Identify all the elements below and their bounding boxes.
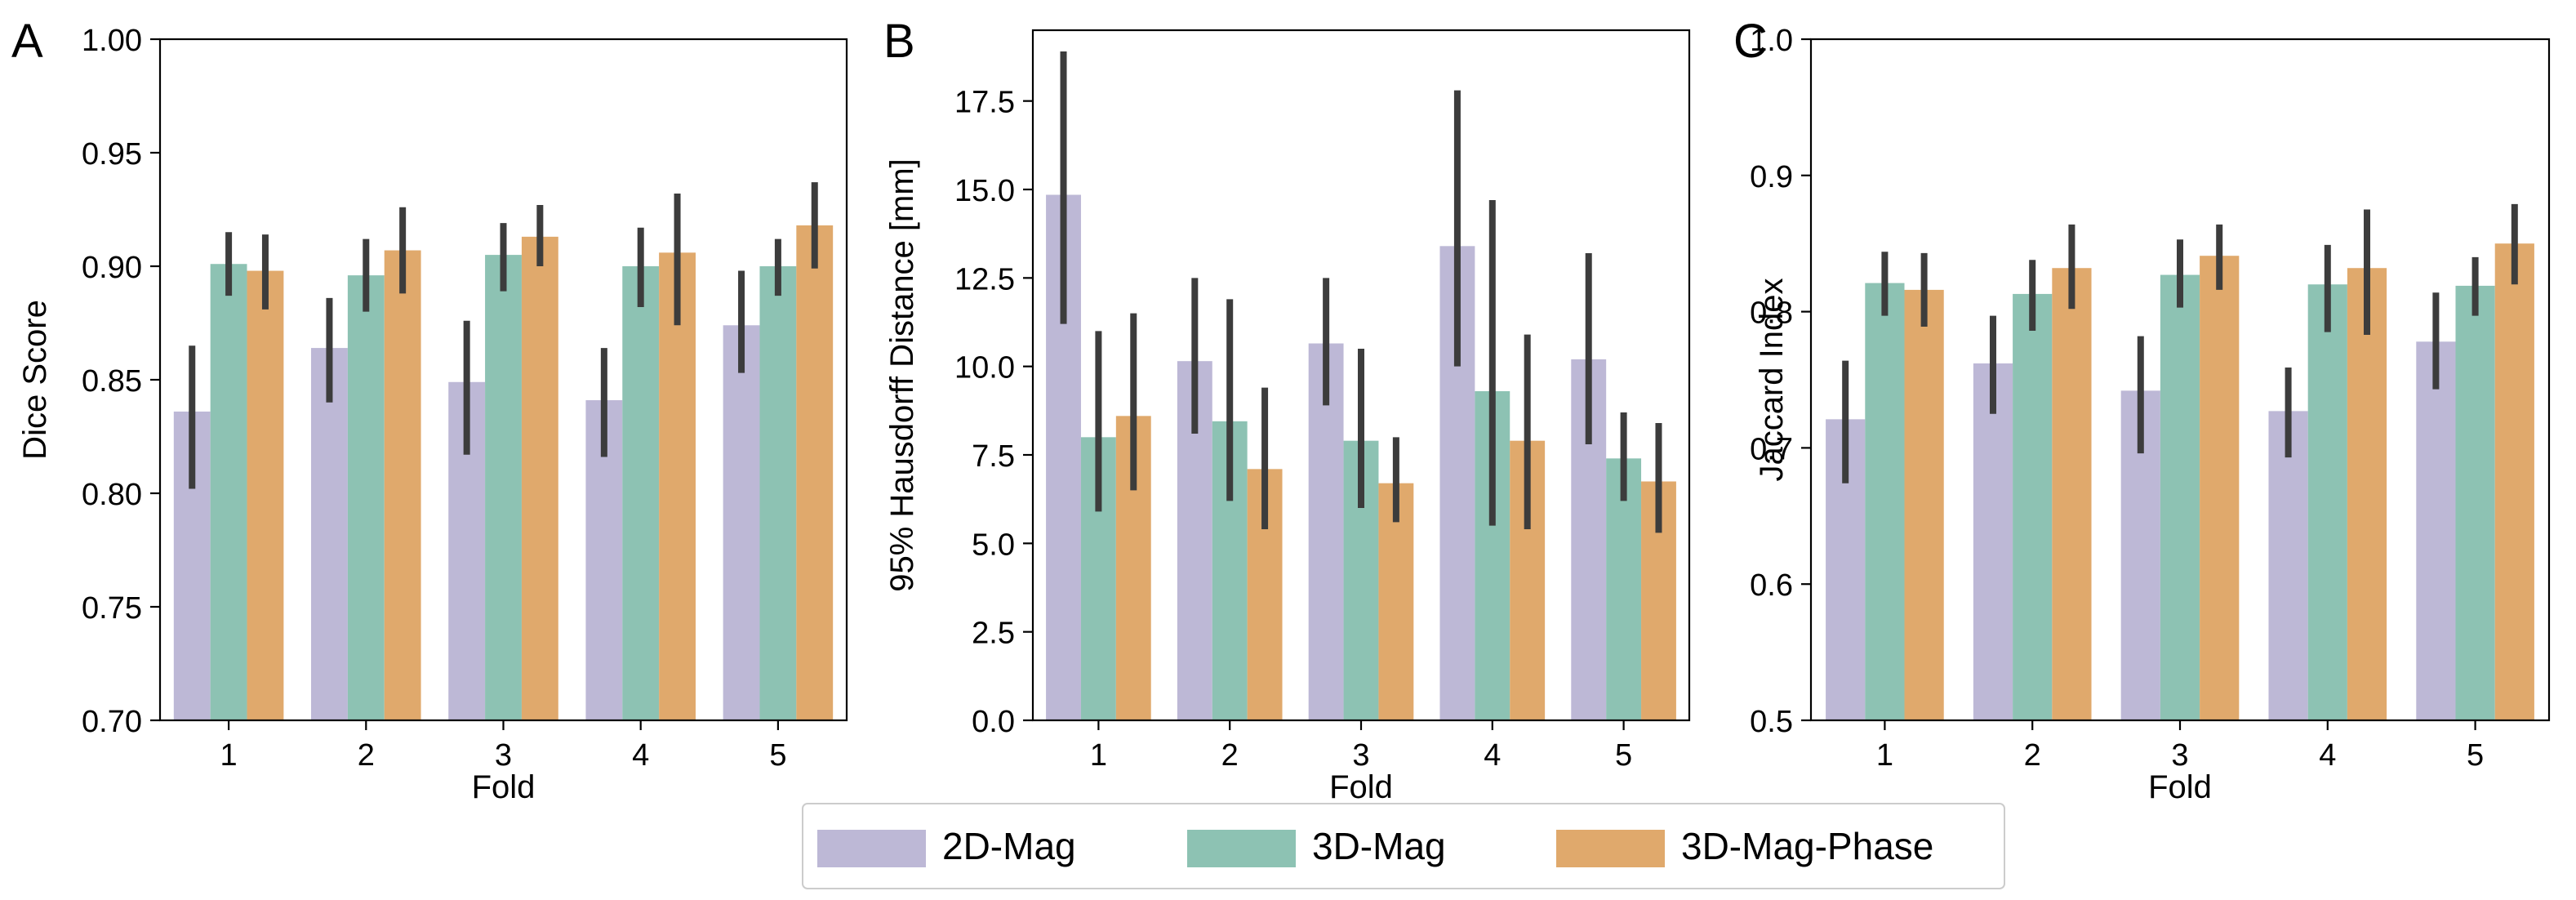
panel-label: A: [11, 15, 43, 68]
bar-3d-mag-fold-5: [759, 266, 797, 720]
legend-label-3d-mag: 3D-Mag: [1312, 825, 1446, 867]
y-tick-label: 10.0: [954, 351, 1015, 385]
x-tick-label: 2: [358, 738, 375, 773]
y-tick-label: 5.0: [972, 528, 1015, 562]
legend: 2D-Mag 3D-Mag 3D-Mag-Phase: [802, 803, 2005, 889]
x-tick-label: 4: [632, 738, 649, 773]
y-axis-label: 95% Hausdorff Distance [mm]: [884, 158, 920, 592]
legend-swatch-3d-mag: [1187, 830, 1296, 867]
y-tick-label: 0.9: [1750, 160, 1793, 194]
bar-3d-mag-fold-1: [210, 264, 247, 721]
y-tick-label: 17.5: [954, 86, 1015, 120]
y-tick-label: 0.90: [82, 251, 142, 285]
bar-3d-mag-phase-fold-2: [2052, 268, 2092, 721]
bar-2d-mag-fold-5: [2416, 341, 2456, 720]
panel-c: 0.5 0.6 0.7 0.8 0.9 1.0 1 2 3 4 5 Fold Jaccard Index…: [1733, 15, 2551, 805]
y-tick-label: 0.70: [82, 705, 142, 739]
bar-3d-mag-phase-fold-5: [2494, 243, 2534, 720]
x-tick-label: 1: [220, 738, 238, 773]
panel-label: C: [1733, 15, 1768, 68]
y-tick-label: 0.75: [82, 591, 142, 626]
y-tick-label: 1.00: [82, 24, 142, 58]
y-tick-label: 2.5: [972, 617, 1015, 651]
bar-3d-mag-phase-fold-3: [521, 236, 558, 720]
bar-3d-mag-fold-4: [2307, 284, 2347, 720]
y-tick-label: 0.0: [972, 705, 1015, 739]
x-tick-label: 5: [769, 738, 786, 773]
panel-b: 0.0 2.5 5.0 7.5 10.0 12.5 15.0 17.5 1 2 3 4 5 Fold 95%…: [883, 15, 1691, 805]
panels: 0.700.750.800.850.900.951.001 2 3 4 5FoldDic…: [11, 15, 2551, 805]
x-tick-label: 2: [1221, 738, 1239, 773]
x-tick-label: 4: [2319, 738, 2336, 773]
y-tick-label: 0.5: [1750, 705, 1793, 739]
bar-3d-mag-phase-fold-2: [384, 250, 421, 720]
bar-3d-mag-phase-fold-5: [796, 225, 834, 721]
y-tick-label: 15.0: [954, 174, 1015, 208]
x-tick-label: 2: [2024, 738, 2041, 773]
bar-3d-mag-fold-5: [2455, 285, 2495, 720]
bar-3d-mag-phase-fold-4: [2347, 268, 2387, 721]
bar-3d-mag-phase-fold-1: [1904, 289, 1944, 720]
x-tick-label: 3: [2171, 738, 2188, 773]
legend-label-3d-mag-phase: 3D-Mag-Phase: [1681, 825, 1933, 867]
y-axis-label: Jaccard Index: [1754, 278, 1790, 481]
y-tick-label: 0.7: [1750, 432, 1793, 466]
bar-3d-mag-phase-fold-4: [659, 252, 696, 720]
y-tick-label: 12.5: [954, 262, 1015, 296]
bar-2d-mag-fold-5: [723, 325, 760, 720]
bar-3d-mag-fold-3: [2160, 274, 2200, 720]
x-axis-label: Fold: [472, 769, 536, 805]
bar-3d-mag-fold-2: [2013, 293, 2053, 720]
y-tick-label: 0.95: [82, 137, 142, 172]
bar-3d-mag-phase-fold-1: [247, 270, 284, 720]
legend-label-2d-mag: 2D-Mag: [942, 825, 1076, 867]
legend-frame: [802, 803, 2005, 889]
bar-3d-mag-fold-5: [1606, 458, 1642, 720]
x-axis-label: Fold: [1329, 769, 1393, 805]
x-tick-label: 1: [1876, 738, 1893, 773]
bar-2d-mag-fold-2: [311, 348, 348, 720]
y-tick-label: 0.85: [82, 364, 142, 399]
bar-2d-mag-fold-4: [2268, 411, 2308, 720]
x-axis-label: Fold: [2148, 769, 2212, 805]
legend-swatch-3d-mag-phase: [1556, 830, 1665, 867]
bar-3d-mag-phase-fold-3: [2200, 256, 2240, 721]
panel-a: 0.70 0.75 0.80 0.85 0.90 0.95 1.00 1 2 3 4 5 Fold Dic…: [11, 15, 848, 805]
bar-2d-mag-fold-2: [1973, 363, 2013, 720]
legend-swatch-2d-mag: [817, 830, 926, 867]
x-tick-label: 5: [2467, 738, 2484, 773]
x-tick-label: 5: [1615, 738, 1632, 773]
y-tick-label: 7.5: [972, 439, 1015, 474]
y-axis-label: Dice Score: [17, 300, 53, 460]
y-tick-label: 0.8: [1750, 296, 1793, 331]
bar-3d-mag-fold-1: [1865, 283, 1905, 720]
y-tick-label: 1.0: [1750, 24, 1793, 58]
x-tick-label: 4: [1484, 738, 1501, 773]
panel-label: B: [883, 15, 915, 68]
y-tick-label: 0.6: [1750, 568, 1793, 603]
bar-3d-mag-phase-fold-3: [1378, 483, 1414, 720]
x-tick-label: 1: [1090, 738, 1107, 773]
bar-2d-mag-fold-3: [1308, 343, 1344, 720]
y-tick-label: 0.80: [82, 478, 142, 512]
x-tick-label: 3: [495, 738, 512, 773]
bar-3d-mag-fold-3: [485, 255, 522, 721]
bar-3d-mag-fold-2: [347, 275, 385, 720]
x-tick-label: 3: [1352, 738, 1369, 773]
bar-3d-mag-fold-4: [622, 266, 660, 720]
